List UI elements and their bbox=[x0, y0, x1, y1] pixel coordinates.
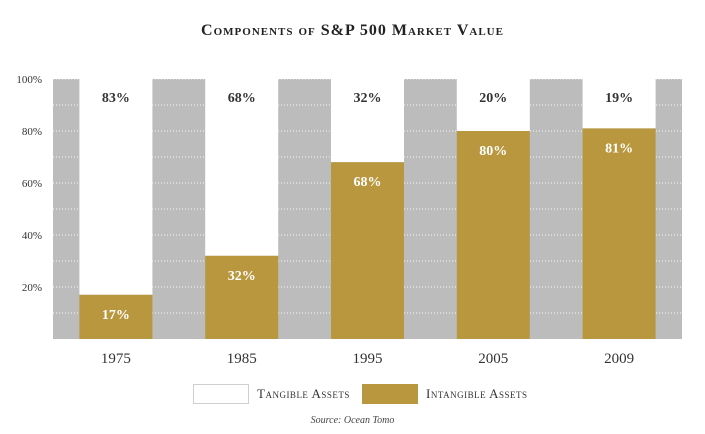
x-tick-label: 1985 bbox=[227, 351, 257, 367]
source-note: Source: Ocean Tomo bbox=[310, 415, 395, 426]
bar-tangible bbox=[331, 79, 404, 163]
legend-item-intangible: Intangible Assets bbox=[362, 383, 528, 405]
data-label-tangible: 32% bbox=[354, 91, 382, 106]
y-tick-label: 60% bbox=[22, 178, 42, 190]
data-label-tangible: 19% bbox=[605, 91, 633, 106]
bar-intangible bbox=[582, 128, 656, 339]
x-tick-label: 1995 bbox=[353, 351, 383, 367]
legend-swatch-intangible bbox=[362, 384, 418, 404]
y-tick-label: 80% bbox=[22, 126, 42, 138]
data-label-intangible: 32% bbox=[228, 269, 256, 284]
data-label-tangible: 68% bbox=[228, 91, 256, 106]
bar-intangible bbox=[205, 255, 279, 339]
legend-swatch-tangible bbox=[193, 384, 249, 404]
bar-intangible bbox=[456, 131, 530, 339]
y-tick-label: 100% bbox=[16, 74, 42, 86]
data-label-intangible: 68% bbox=[354, 175, 382, 190]
bar-tangible bbox=[205, 79, 279, 256]
bar-tangible bbox=[582, 79, 656, 129]
legend-item-tangible: Tangible Assets bbox=[193, 383, 350, 405]
x-tick-label: 2005 bbox=[478, 351, 508, 367]
data-label-tangible: 20% bbox=[479, 91, 507, 106]
bar-tangible bbox=[456, 79, 530, 131]
y-tick-label: 40% bbox=[22, 230, 42, 242]
data-label-intangible: 17% bbox=[102, 308, 130, 323]
data-label-tangible: 83% bbox=[102, 91, 130, 106]
data-label-intangible: 80% bbox=[479, 144, 507, 159]
legend-label-intangible: Intangible Assets bbox=[426, 386, 528, 401]
x-tick-label: 2009 bbox=[604, 351, 634, 367]
bar-intangible bbox=[331, 162, 404, 339]
bar-tangible bbox=[79, 79, 153, 295]
bar-intangible bbox=[79, 294, 153, 339]
data-label-intangible: 81% bbox=[605, 141, 633, 156]
x-tick-label: 1975 bbox=[101, 351, 131, 367]
chart-title: Components of S&P 500 Market Value bbox=[201, 22, 504, 39]
legend-label-tangible: Tangible Assets bbox=[257, 386, 350, 401]
y-tick-label: 20% bbox=[22, 282, 42, 294]
